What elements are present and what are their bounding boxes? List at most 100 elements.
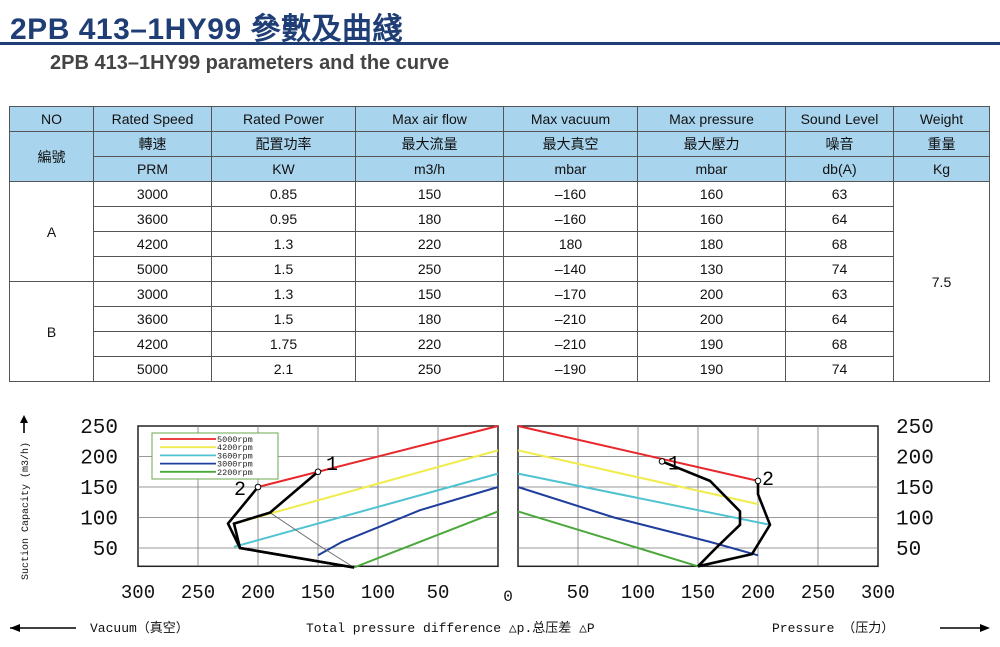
- table-row: 3600 1.5 180 –210 200 64: [10, 306, 990, 332]
- model-cell: A: [9, 181, 94, 282]
- table-cell: 1.75: [211, 331, 356, 357]
- series-2200rpm-vacuum-line: [353, 510, 499, 569]
- table-cell: 4200: [93, 331, 212, 357]
- x-tick-label-pressure: 200: [741, 582, 775, 604]
- table-cell: 74: [785, 356, 894, 382]
- x-tick-label-zero: 0: [503, 588, 513, 606]
- header-row-cn: 編號 轉速 配置功率 最大流量 最大真空 最大壓力 噪音 重量: [9, 131, 990, 182]
- parameters-table: NO Rated Speed Rated Power Max air flow Max …: [9, 106, 990, 382]
- series-5000rpm-vacuum-line: [257, 425, 499, 488]
- legend-label: 2200rpm: [217, 468, 253, 478]
- series-4200rpm-vacuum-line: [233, 449, 499, 525]
- table-cell: 180: [355, 206, 504, 232]
- header-row-en: NO Rated Speed Rated Power Max air flow Max …: [9, 106, 990, 132]
- header-cell: NO: [9, 106, 94, 132]
- table-cell: –210: [503, 306, 638, 332]
- series-3000rpm-vacuum-line: [317, 486, 499, 557]
- x-tick-label-pressure: 300: [861, 582, 895, 604]
- table-cell: 180: [637, 231, 786, 257]
- header-cell: 重量: [893, 131, 990, 157]
- header-cell: 編號: [9, 131, 94, 182]
- table-cell: 250: [355, 256, 504, 282]
- x-tick-label-pressure: 50: [567, 582, 590, 604]
- header-cell: mbar: [637, 156, 786, 182]
- x-tick-label-pressure: 100: [621, 582, 655, 604]
- model-cell: B: [9, 281, 94, 382]
- table-row: 3600 0.95 180 –160 160 64: [10, 206, 990, 232]
- header-cell: 配置功率: [211, 131, 356, 157]
- x-tick-label-vacuum: 50: [427, 582, 450, 604]
- header-cell: Kg: [893, 156, 990, 182]
- table-cell: 5000: [93, 256, 212, 282]
- page-subtitle: 2PB 413–1HY99 parameters and the curve: [50, 52, 450, 74]
- x-tick-label-vacuum: 300: [121, 582, 155, 604]
- header-cell: PRM: [93, 156, 212, 182]
- x-tick-label-vacuum: 200: [241, 582, 275, 604]
- table-cell: 180: [355, 306, 504, 332]
- table-cell: 0.95: [211, 206, 356, 232]
- table-cell: 68: [785, 331, 894, 357]
- legend-label: 5000rpm: [217, 435, 253, 445]
- table-cell: 64: [785, 206, 894, 232]
- header-cell: Rated Power: [211, 106, 356, 132]
- boundary-label: 1: [668, 453, 680, 476]
- table-row: B 3000 1.3 150 –170 200 63: [9, 281, 990, 382]
- header-cell: Max vacuum: [503, 106, 638, 132]
- table-cell: 250: [355, 356, 504, 382]
- table-cell: 190: [637, 356, 786, 382]
- table-cell: 200: [637, 306, 786, 332]
- table-cell: –210: [503, 331, 638, 357]
- table-cell: 1.5: [211, 256, 356, 282]
- table-cell: –160: [503, 181, 638, 207]
- performance-chart: 1 1 2 2 5000rpm4200rpm3600rpm3000rpm2200rpm…: [10, 415, 990, 636]
- table-cell: 3000: [93, 281, 212, 307]
- x-axis-label-vacuum: Vacuum（真空）: [90, 621, 189, 636]
- boundary-1-pressure-line: [661, 460, 742, 568]
- series-4200rpm-pressure-line: [517, 449, 759, 506]
- table-cell: 150: [355, 281, 504, 307]
- x-axis-label-total: Total pressure difference △p.总压差 △P: [306, 621, 595, 636]
- header-cell: mbar: [503, 156, 638, 182]
- table-cell: 220: [355, 331, 504, 357]
- title-divider: [0, 42, 1000, 45]
- header-cell: 最大真空: [503, 131, 638, 157]
- table-cell: –170: [503, 281, 638, 307]
- boundary-2-pressure-line: [697, 480, 772, 568]
- boundary-marker: [754, 477, 762, 485]
- table-row: 5000 1.5 250 –140 130 74: [10, 256, 990, 282]
- y-tick-label-right: 200: [896, 448, 934, 471]
- header-cell: 最大壓力: [637, 131, 786, 157]
- table-cell: 3600: [93, 206, 212, 232]
- vacuum-arrow-head: [10, 624, 20, 632]
- table-row: 4200 1.75 220 –210 190 68: [10, 331, 990, 357]
- table-cell: 220: [355, 231, 504, 257]
- boundary-marker: [658, 458, 666, 465]
- table-cell: 160: [637, 181, 786, 207]
- table-cell: 1.5: [211, 306, 356, 332]
- weight-cell: 7.5: [893, 181, 990, 382]
- table-cell: –140: [503, 256, 638, 282]
- header-cell: 噪音: [785, 131, 894, 157]
- table-cell: 3600: [93, 306, 212, 332]
- table-cell: –160: [503, 206, 638, 232]
- y-tick-label-left: 250: [80, 417, 118, 440]
- table-cell: 1.3: [211, 281, 356, 307]
- table-row: 5000 2.1 250 –190 190 74: [10, 356, 990, 382]
- header-cell: db(A): [785, 156, 894, 182]
- table-row: A 3000 0.85 150 –160 160 63 7.5: [9, 181, 990, 382]
- table-cell: 190: [637, 331, 786, 357]
- y-tick-label-left: 150: [80, 478, 118, 501]
- table-cell: 150: [355, 181, 504, 207]
- boundary-1-vacuum-line: [232, 470, 355, 569]
- y-tick-label-right: 150: [896, 478, 934, 501]
- header-cell: m3/h: [355, 156, 504, 182]
- table-cell: 63: [785, 281, 894, 307]
- table-cell: 0.85: [211, 181, 356, 207]
- table-cell: 1.3: [211, 231, 356, 257]
- page-title: 2PB 413–1HY99 參數及曲綫: [10, 13, 403, 46]
- table-cell: 68: [785, 231, 894, 257]
- header-cell: Max air flow: [355, 106, 504, 132]
- legend-label: 3000rpm: [217, 460, 253, 470]
- header-cell: 轉速: [93, 131, 212, 157]
- header-cell: 最大流量: [355, 131, 504, 157]
